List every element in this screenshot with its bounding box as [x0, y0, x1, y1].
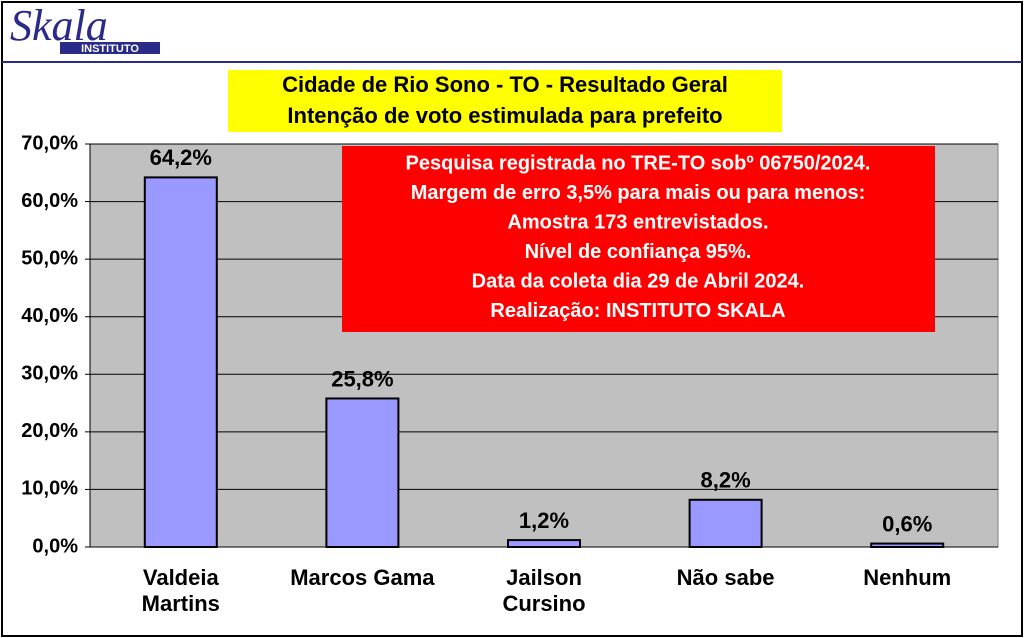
- chart-title: Cidade de Rio Sono - TO - Resultado Gera…: [282, 72, 728, 97]
- bar: [688, 498, 763, 549]
- value-label: 1,2%: [519, 508, 569, 533]
- bar: [143, 176, 218, 549]
- annotation-box: [342, 146, 935, 332]
- y-tick-label: 60,0%: [21, 190, 78, 212]
- value-label: 25,8%: [331, 366, 393, 391]
- value-label: 8,2%: [701, 468, 751, 493]
- x-tick-label: Nenhum: [863, 565, 952, 590]
- value-label: 0,6%: [882, 511, 932, 536]
- y-tick-label: 20,0%: [21, 420, 78, 442]
- x-tick-label: Valdeia Martins: [141, 565, 220, 616]
- x-tick-label: Não sabe: [676, 565, 775, 590]
- annotation-line: Nível de confiança 95%.: [525, 241, 752, 263]
- x-tick-label: Marcos Gama: [290, 565, 435, 590]
- y-tick-label: 50,0%: [21, 247, 78, 269]
- y-tick-label: 40,0%: [21, 305, 78, 327]
- value-label: 64,2%: [150, 145, 212, 170]
- logo: Skala: [10, 1, 108, 50]
- annotation-line: Pesquisa registrada no TRE-TO sobº 06750…: [406, 152, 871, 174]
- bar: [507, 539, 581, 549]
- annotation-line: Realização: INSTITUTO SKALA: [490, 300, 785, 322]
- y-tick-label: 10,0%: [21, 478, 78, 500]
- y-tick-label: 0,0%: [32, 535, 78, 557]
- chart-subtitle: Intenção de voto estimulada para prefeit…: [287, 103, 722, 128]
- annotation-line: Data da coleta dia 29 de Abril 2024.: [472, 270, 805, 292]
- y-tick-label: 30,0%: [21, 363, 78, 385]
- y-tick-label: 70,0%: [21, 132, 78, 154]
- title-box: [228, 70, 782, 132]
- annotation-line: Margem de erro 3,5% para mais ou para me…: [411, 182, 866, 204]
- annotation-line: Amostra 173 entrevistados.: [507, 211, 768, 233]
- bar: [325, 397, 400, 549]
- logo-bar: [60, 42, 160, 54]
- x-tick-label: Jailson Cursino: [502, 565, 586, 616]
- bar: [870, 542, 945, 549]
- logo-subtitle: INSTITUTO: [81, 43, 139, 55]
